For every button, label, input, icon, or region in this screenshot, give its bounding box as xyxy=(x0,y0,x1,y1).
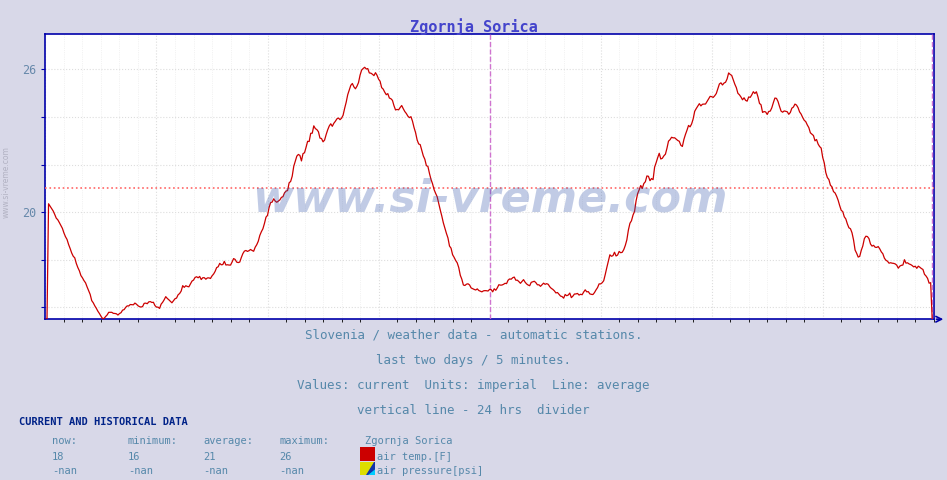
Text: air pressure[psi]: air pressure[psi] xyxy=(377,466,483,476)
Text: maximum:: maximum: xyxy=(279,436,330,446)
Text: Zgornja Sorica: Zgornja Sorica xyxy=(410,18,537,35)
Text: -nan: -nan xyxy=(128,466,152,476)
Text: 16: 16 xyxy=(128,452,140,462)
Text: -nan: -nan xyxy=(279,466,304,476)
Text: last two days / 5 minutes.: last two days / 5 minutes. xyxy=(376,354,571,367)
Text: 26: 26 xyxy=(279,452,292,462)
Text: Values: current  Units: imperial  Line: average: Values: current Units: imperial Line: av… xyxy=(297,379,650,392)
Text: average:: average: xyxy=(204,436,254,446)
Text: Zgornja Sorica: Zgornja Sorica xyxy=(365,436,452,446)
Text: 18: 18 xyxy=(52,452,64,462)
Text: minimum:: minimum: xyxy=(128,436,178,446)
Text: -nan: -nan xyxy=(52,466,77,476)
Text: vertical line - 24 hrs  divider: vertical line - 24 hrs divider xyxy=(357,404,590,417)
Text: now:: now: xyxy=(52,436,77,446)
Text: www.si-vreme.com: www.si-vreme.com xyxy=(252,178,727,221)
Text: -nan: -nan xyxy=(204,466,228,476)
Text: CURRENT AND HISTORICAL DATA: CURRENT AND HISTORICAL DATA xyxy=(19,417,188,427)
Text: Slovenia / weather data - automatic stations.: Slovenia / weather data - automatic stat… xyxy=(305,329,642,342)
Text: 21: 21 xyxy=(204,452,216,462)
Text: www.si-vreme.com: www.si-vreme.com xyxy=(1,146,10,218)
Text: air temp.[F]: air temp.[F] xyxy=(377,452,452,462)
Polygon shape xyxy=(366,462,375,475)
Polygon shape xyxy=(366,462,375,475)
